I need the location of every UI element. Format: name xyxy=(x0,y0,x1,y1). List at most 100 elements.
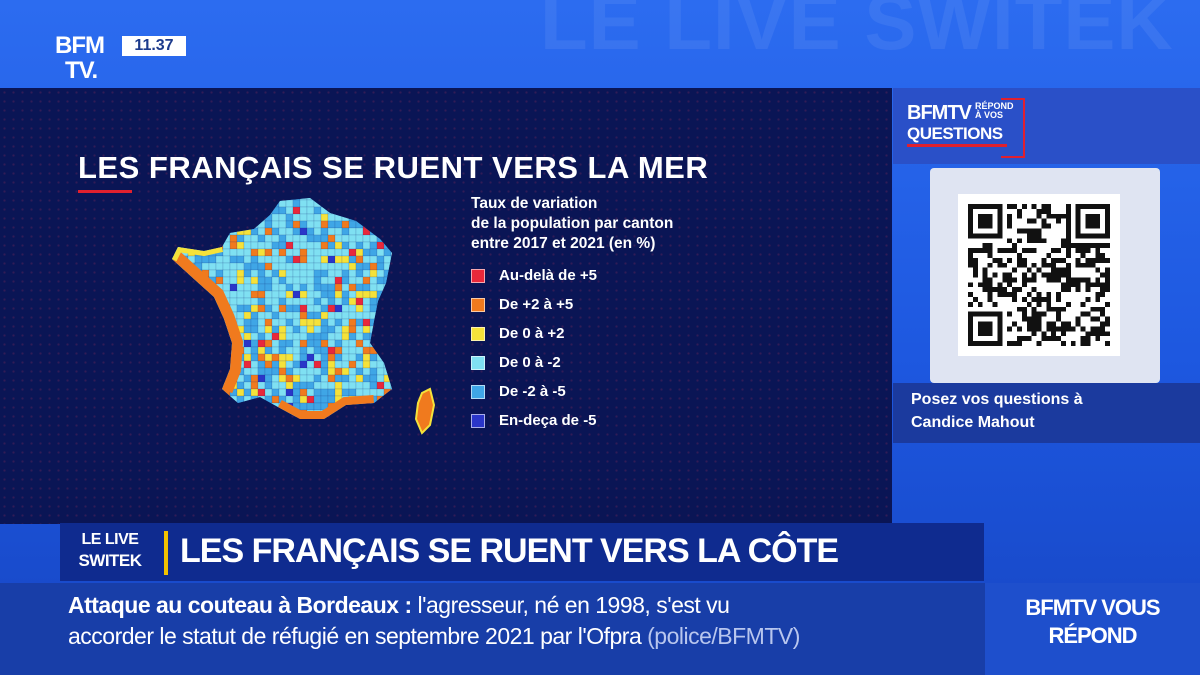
qr-module xyxy=(1065,326,1071,332)
qr-module xyxy=(1021,257,1027,263)
map-canton-cell xyxy=(201,213,210,222)
map-canton-cell xyxy=(160,284,167,291)
qr-module xyxy=(1031,228,1037,234)
map-canton-cell xyxy=(229,262,238,271)
map-canton-cell xyxy=(250,353,259,362)
qr-module xyxy=(1046,326,1052,332)
map-canton-cell xyxy=(383,206,392,215)
map-canton-cell xyxy=(173,276,182,285)
map-canton-cell xyxy=(173,234,182,243)
qr-module xyxy=(1007,238,1013,244)
map-canton-cell xyxy=(180,402,189,411)
map-canton-cell xyxy=(299,198,308,201)
qr-module xyxy=(1007,257,1013,263)
map-canton-cell xyxy=(208,332,217,341)
map-canton-cell xyxy=(398,326,405,333)
map-canton-cell xyxy=(348,290,357,299)
map-canton-cell xyxy=(236,311,245,320)
qr-module xyxy=(1056,292,1062,298)
qr-module xyxy=(1100,257,1106,263)
map-canton-cell xyxy=(355,220,364,229)
qr-module xyxy=(1105,287,1110,293)
qr-module xyxy=(1021,311,1027,317)
map-canton-cell xyxy=(327,213,336,222)
map-canton-cell xyxy=(292,213,301,222)
legend-swatch xyxy=(471,414,485,428)
qr-module xyxy=(1021,316,1027,322)
map-canton-cell xyxy=(257,269,266,278)
map-canton-cell xyxy=(229,220,238,229)
map-canton-cell xyxy=(363,424,370,431)
map-canton-cell xyxy=(334,241,343,250)
map-canton-cell xyxy=(285,234,294,243)
map-canton-cell xyxy=(348,255,357,264)
legend-label: De 0 à +2 xyxy=(499,325,565,342)
map-canton-cell xyxy=(180,220,189,229)
map-canton-cell xyxy=(173,381,182,390)
map-canton-cell xyxy=(369,241,378,250)
qr-module xyxy=(1095,297,1101,302)
map-canton-cell xyxy=(348,248,357,257)
map-canton-cell xyxy=(334,283,343,292)
map-canton-cell xyxy=(376,304,385,313)
map-canton-cell xyxy=(355,198,364,201)
qr-module xyxy=(1095,316,1101,322)
france-map xyxy=(160,198,436,435)
map-canton-cell xyxy=(187,234,196,243)
map-canton-cell xyxy=(348,220,357,229)
qr-module xyxy=(1041,204,1047,209)
map-canton-cell xyxy=(390,227,392,236)
map-canton-cell xyxy=(313,297,322,306)
map-canton-cell xyxy=(243,297,252,306)
map-canton-cell xyxy=(348,388,357,397)
map-canton-cell xyxy=(341,339,350,348)
map-canton-cell xyxy=(383,388,392,397)
map-canton-cell xyxy=(172,360,175,369)
map-canton-cell xyxy=(369,402,378,411)
qr-module xyxy=(1031,287,1037,293)
map-canton-cell xyxy=(398,291,405,298)
map-canton-cell xyxy=(250,241,259,250)
map-canton-cell xyxy=(341,276,350,285)
map-canton-cell xyxy=(285,304,294,313)
ticker-line2-text: accorder le statut de réfugié en septemb… xyxy=(68,623,642,649)
map-canton-cell xyxy=(334,388,343,397)
qr-module xyxy=(1012,204,1017,209)
map-canton-cell xyxy=(173,318,182,327)
legend-label: De +2 à +5 xyxy=(499,296,574,313)
map-canton-cell xyxy=(398,249,405,256)
qr-code[interactable] xyxy=(958,194,1120,356)
qr-module xyxy=(1012,243,1017,249)
legend-swatch xyxy=(471,298,485,312)
map-canton-cell xyxy=(173,206,182,215)
map-canton-cell xyxy=(250,290,259,299)
map-canton-cell xyxy=(278,332,287,341)
map-canton-cell xyxy=(180,198,189,201)
map-canton-cell xyxy=(201,325,210,334)
map-canton-cell xyxy=(348,227,357,236)
map-canton-cell xyxy=(243,395,252,404)
map-canton-cell xyxy=(390,395,392,404)
map-canton-cell xyxy=(201,227,210,236)
map-canton-cell xyxy=(320,353,329,362)
show-tag-line2: SWITEK xyxy=(78,551,142,570)
map-canton-cell xyxy=(208,402,217,411)
qr-module xyxy=(1007,218,1013,224)
map-canton-cell xyxy=(188,424,195,431)
map-canton-cell xyxy=(194,325,203,334)
map-canton-cell xyxy=(243,360,252,369)
qr-module xyxy=(1051,321,1057,327)
map-canton-cell xyxy=(278,318,287,327)
map-canton-cell xyxy=(201,220,210,229)
map-canton-cell xyxy=(202,424,209,431)
map-canton-cell xyxy=(369,255,378,264)
qr-module xyxy=(992,257,998,263)
map-canton-cell xyxy=(208,409,217,418)
map-canton-cell xyxy=(383,199,392,208)
map-canton-cell xyxy=(222,353,231,362)
map-canton-cell xyxy=(236,198,245,201)
map-canton-cell xyxy=(271,213,280,222)
qr-module xyxy=(1046,306,1052,312)
map-canton-cell xyxy=(321,424,328,431)
map-canton-cell xyxy=(369,304,378,313)
